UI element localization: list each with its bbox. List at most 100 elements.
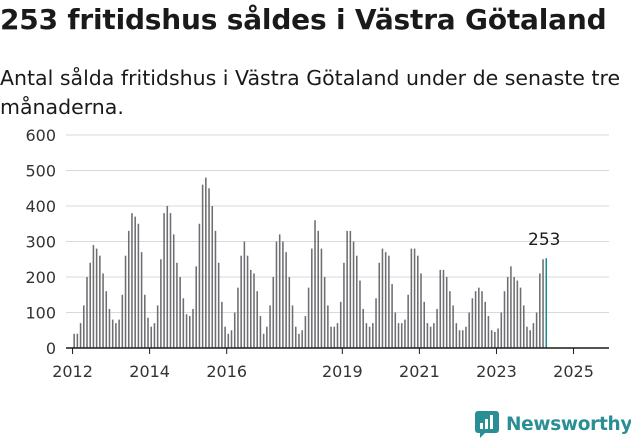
x-tick-label: 2025 [553, 362, 594, 381]
bar [368, 326, 371, 348]
bar [118, 319, 120, 348]
x-tick-label: 2021 [399, 362, 440, 381]
bar [381, 248, 384, 348]
bar [301, 330, 303, 348]
bar [404, 319, 406, 348]
bar [349, 230, 352, 348]
bar [121, 294, 124, 348]
bar [423, 301, 425, 348]
bar [484, 301, 487, 348]
y-tick-label: 500 [25, 162, 56, 181]
highlight-value-label: 253 [528, 230, 560, 250]
bar [320, 248, 323, 348]
bar [343, 262, 345, 348]
bar [282, 241, 284, 348]
bar [262, 333, 265, 348]
bar [250, 269, 252, 348]
bar [253, 273, 255, 348]
bar [195, 266, 197, 348]
bar [208, 188, 210, 348]
bar [346, 230, 348, 348]
bar [417, 255, 419, 348]
bar [182, 298, 185, 348]
y-tick-label: 100 [25, 304, 56, 323]
bar [294, 326, 297, 348]
bar [365, 323, 368, 348]
bar [355, 255, 358, 348]
bar [134, 216, 136, 348]
bar [359, 280, 361, 348]
bar [217, 262, 220, 348]
bar [452, 305, 454, 348]
bar [407, 294, 409, 348]
y-tick-label: 0 [46, 339, 56, 358]
y-tick-label: 400 [25, 197, 56, 216]
bar [147, 317, 149, 348]
x-tick-label: 2012 [52, 362, 93, 381]
bar [327, 305, 329, 348]
bar [272, 277, 275, 348]
chart-subtitle: Antal sålda fritidshus i Västra Götaland… [0, 66, 621, 119]
bar [92, 245, 95, 348]
bar [449, 291, 451, 348]
bar [503, 291, 506, 348]
bar [172, 234, 175, 348]
bar [185, 314, 188, 348]
bar [539, 273, 541, 348]
bar [458, 330, 461, 348]
bar [397, 323, 400, 348]
bar [201, 184, 204, 348]
bar [388, 255, 390, 348]
x-tick-label: 2014 [129, 362, 170, 381]
bar [436, 308, 438, 348]
bar [330, 326, 332, 348]
bar [506, 277, 509, 348]
bar [275, 241, 278, 348]
bar [394, 312, 397, 348]
bar [233, 312, 236, 348]
bar-chart: 0 100 200 300 400 500 600 2012 2014 2016 2019 2021 2… [25, 126, 609, 381]
bar [336, 323, 339, 348]
y-tick-label: 300 [25, 233, 56, 252]
bar [471, 298, 474, 348]
newsworthy-logo: Newsworthy [474, 409, 631, 439]
bar [519, 287, 522, 348]
bar [240, 255, 242, 348]
bar [500, 312, 503, 348]
bar [317, 230, 320, 348]
bar [237, 287, 239, 348]
bar [352, 241, 355, 348]
bar [163, 213, 165, 348]
bar [150, 326, 153, 348]
chart-title: 253 fritidshus såldes i Västra Götaland [0, 3, 607, 36]
bar [259, 316, 262, 348]
bar [179, 277, 181, 348]
bar [298, 333, 300, 348]
x-tick-label: 2019 [322, 362, 363, 381]
bar [105, 291, 108, 348]
bar [76, 333, 79, 348]
bar [144, 294, 146, 348]
bar [83, 305, 85, 348]
bar [89, 262, 91, 348]
bar [137, 223, 140, 348]
bar [333, 326, 336, 348]
bar [266, 326, 268, 348]
bar [79, 323, 82, 348]
bar [378, 262, 381, 348]
bar [426, 323, 429, 348]
bar [102, 273, 104, 348]
newsworthy-logo-icon [475, 411, 499, 438]
bar [166, 206, 169, 348]
bar [188, 316, 191, 348]
bar [372, 323, 374, 348]
bar [243, 241, 246, 348]
y-tick-label: 200 [25, 268, 56, 287]
bar [362, 308, 364, 348]
bar [487, 316, 490, 348]
bar [461, 330, 464, 348]
bar [468, 312, 470, 348]
bar [285, 252, 287, 348]
bar [532, 323, 535, 348]
brand-name: Newsworthy [506, 413, 631, 435]
